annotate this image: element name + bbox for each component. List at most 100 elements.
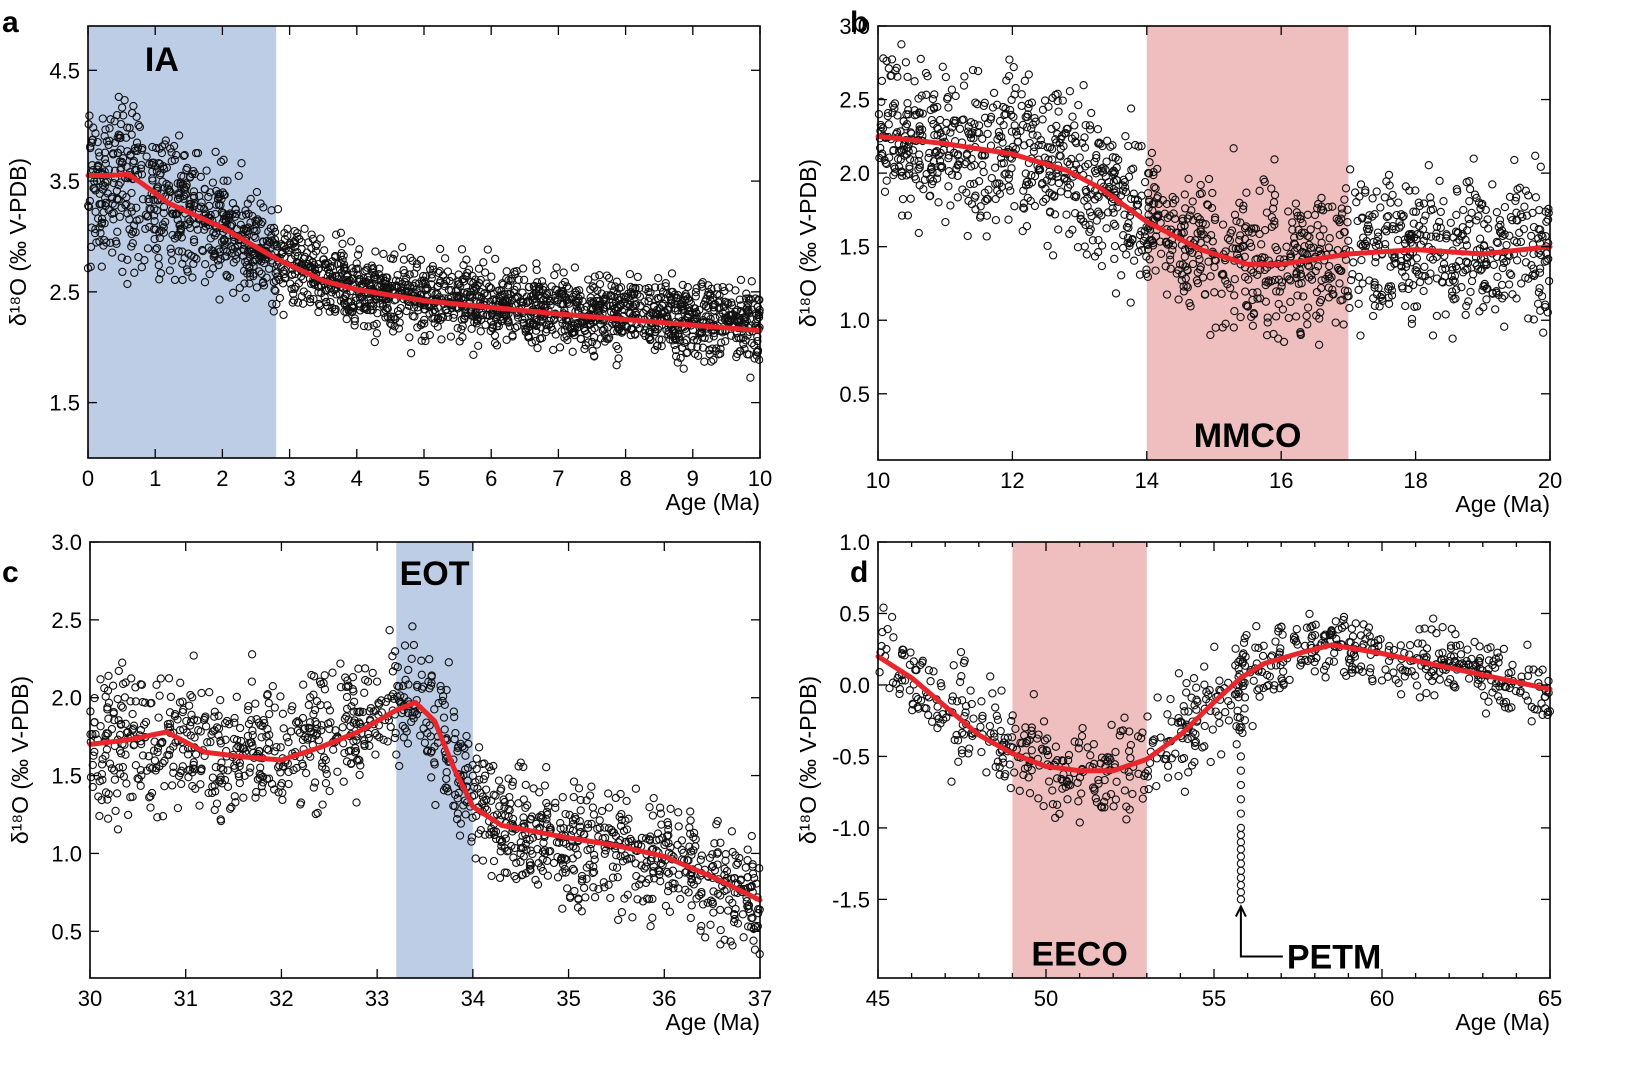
data-point [533,343,542,353]
data-point [430,319,439,328]
data-point [391,728,400,738]
data-point [509,853,518,862]
data-point [893,111,902,120]
data-point [963,231,972,241]
data-point [928,177,938,186]
data-point [1411,186,1420,195]
data-point [1382,227,1391,236]
data-point [561,839,571,848]
data-point [1109,166,1118,175]
data-point [655,803,665,812]
data-point [405,333,414,342]
data-point [1239,242,1248,252]
data-point [1315,298,1325,307]
data-point [570,263,580,272]
data-point [510,323,520,332]
data-point [252,787,261,797]
data-point [992,100,1002,109]
data-point [277,779,287,788]
data-point [642,858,651,867]
data-point [251,233,260,242]
data-point [360,664,370,673]
data-point [1324,270,1333,279]
data-point [1401,272,1410,281]
data-point [883,108,893,118]
data-point [474,341,483,350]
data-point [573,323,582,332]
data-point [332,272,342,281]
data-point [348,264,357,273]
data-point [207,788,217,798]
data-point [1535,268,1545,277]
data-point [1296,327,1305,337]
data-point [488,324,497,333]
data-point [604,273,614,283]
data-point [509,288,519,297]
data-point [1255,186,1264,195]
data-point [243,731,253,741]
data-point [726,310,735,320]
data-point [558,793,567,802]
data-point [290,226,299,236]
data-point [1151,184,1160,193]
data-point [324,284,334,293]
data-point [1508,216,1517,225]
data-point [118,154,128,163]
data-point [117,103,127,112]
data-point [156,169,165,178]
data-point [108,681,118,690]
data-point [434,268,443,278]
data-point [489,289,498,298]
data-point [1513,185,1522,194]
data-point [1267,222,1277,231]
data-point [665,907,675,916]
data-point [584,338,593,347]
data-point [660,307,669,316]
data-point [1065,87,1075,96]
data-point [1129,164,1138,173]
data-point [156,674,165,683]
data-point [1426,199,1436,208]
data-point [1482,295,1491,304]
data-point [1044,102,1053,111]
data-point [1036,135,1045,145]
data-point [721,337,730,346]
data-point [1000,110,1009,120]
data-point [203,738,212,747]
data-point [188,768,197,777]
data-point [717,338,726,347]
data-point [1004,215,1013,224]
data-point [1340,195,1349,204]
data-point [461,751,470,760]
data-point [521,780,530,790]
data-point [179,151,188,161]
data-point [585,860,594,869]
data-point [1030,201,1040,211]
data-point [1340,227,1349,237]
data-point [108,199,117,208]
data-point [565,893,575,902]
data-point [143,212,152,221]
data-point [884,64,893,73]
data-point [455,831,465,840]
data-point [339,777,348,786]
data-point [263,725,272,734]
data-point [141,224,150,234]
data-point [653,305,662,315]
data-point [1097,164,1106,173]
data-point [1472,193,1481,203]
data-point [540,846,550,855]
data-point [916,54,925,64]
data-point [889,170,898,180]
data-point [1144,210,1153,219]
data-point [1356,180,1366,189]
data-point [710,839,719,848]
data-point [1055,151,1064,160]
y-axis-label-b: δ¹⁸O (‰ V-PDB) [795,159,821,327]
data-point [1349,258,1358,267]
data-point [90,228,100,238]
data-point [265,730,274,740]
data-point [447,286,456,295]
data-point [297,292,306,301]
data-point [568,826,578,835]
